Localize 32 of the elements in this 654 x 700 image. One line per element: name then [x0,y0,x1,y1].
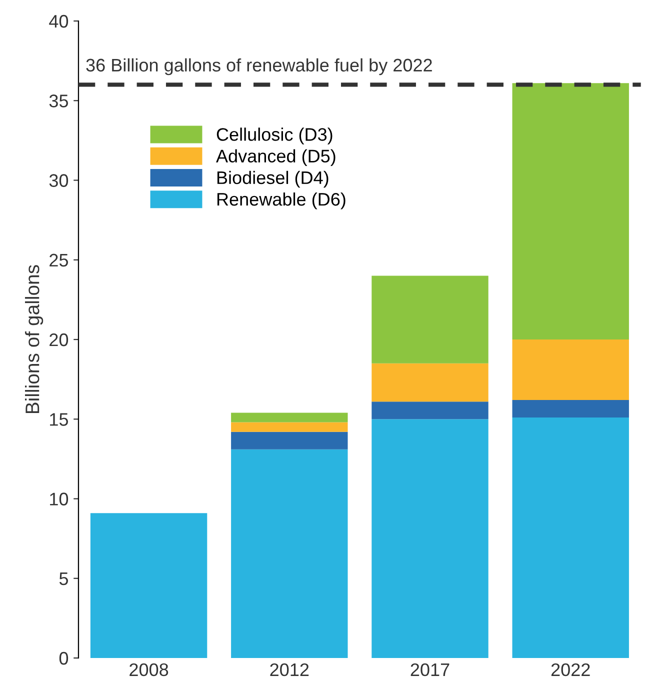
x-tick-label: 2012 [270,663,309,676]
y-axis-title: Billions of gallons [24,265,44,414]
bar [90,513,208,658]
y-tick-label: 35 [49,94,68,108]
y-tick-label: 25 [50,254,68,267]
y-tick-label: 40 [49,14,68,28]
bar [372,276,488,364]
bar [231,432,348,450]
bar [231,412,348,422]
ref-line-label: 36 Billion gallons of renewable fuel by 2022 [86,58,432,76]
bar [231,422,348,432]
bar [372,402,488,420]
legend-label: Advanced (D5) [216,149,336,166]
y-tick-label: 5 [59,572,68,586]
legend-label: Renewable (D6) [217,192,346,210]
bar [512,418,629,658]
legend-label: Cellulosic (D3) [216,128,332,144]
bar [512,340,629,400]
bar [372,363,488,402]
x-tick-label: 2017 [410,663,450,676]
bar [512,83,629,340]
x-tick-label: 2008 [130,663,168,676]
bar [512,400,629,418]
y-tick-label: 30 [49,174,68,187]
y-tick-label: 10 [50,492,68,506]
legend-label: Biodiesel (D4) [217,170,328,188]
y-tick-label: 15 [50,413,68,426]
y-tick-label: 0 [59,652,68,665]
x-tick-label: 2022 [551,663,590,676]
bar [231,449,348,658]
bar [372,419,488,658]
y-tick-label: 20 [50,333,68,346]
